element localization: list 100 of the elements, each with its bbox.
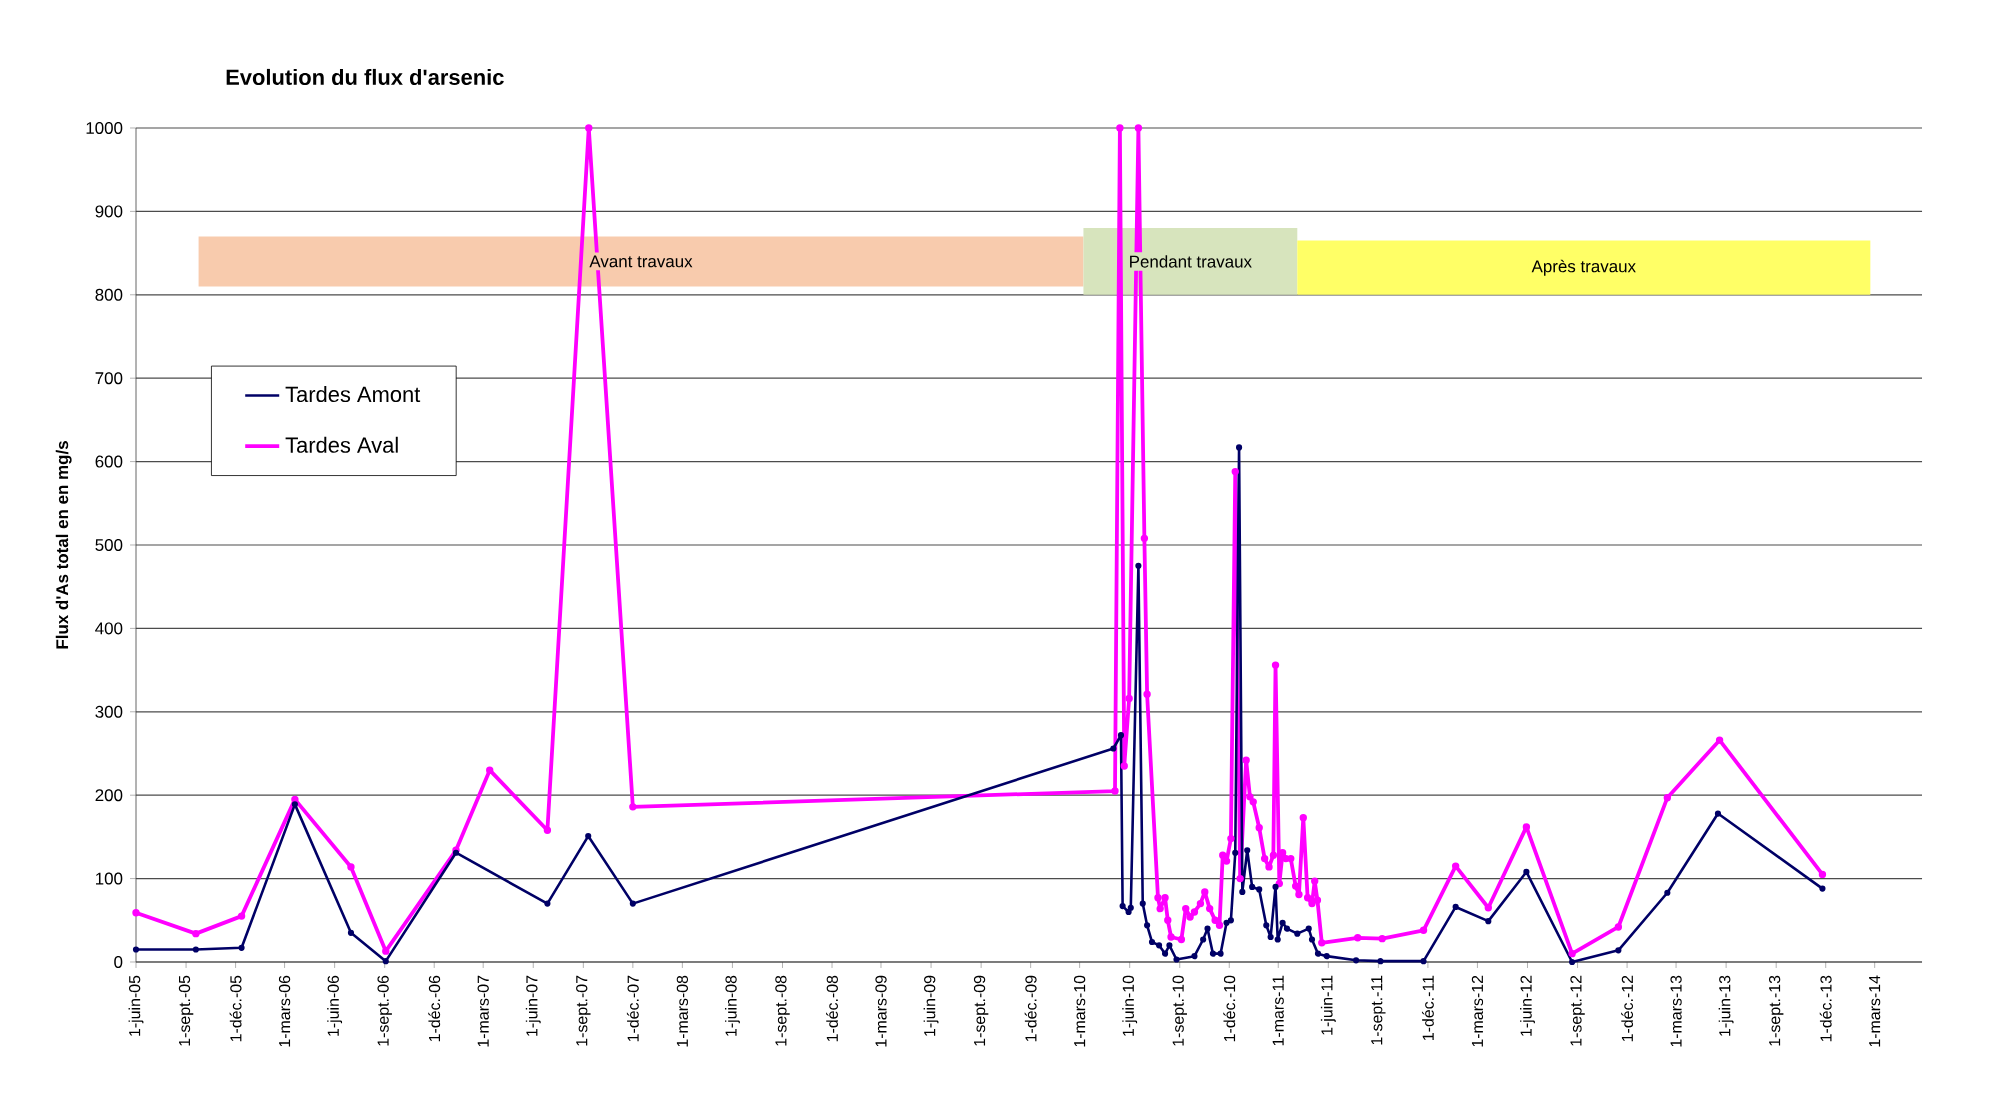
x-tick-label: 1-juin-05 [128,975,144,1036]
point [1139,900,1146,907]
point [1323,953,1330,960]
x-tick-label: 1-déc.-06 [428,975,441,1042]
point [629,900,636,907]
point [1110,745,1117,752]
x-tick-label: 1-juin-06 [327,975,343,1036]
x-tick-label: 1-sept.-10 [1172,975,1187,1046]
point [1117,732,1125,739]
x-tick-label: 1-juin-08 [724,975,740,1036]
point [1263,922,1270,929]
y-tick-label: 900 [95,205,123,218]
point [1155,942,1163,949]
x-tick-label: 1-sept.-12 [1570,975,1585,1046]
x-tick-label: 1-sept.-08 [775,975,790,1046]
y-tick-label: 0 [114,956,123,968]
x-tick-label: 1-juin-09 [923,975,939,1036]
x-tick-label: 1-déc.-12 [1621,975,1634,1042]
y-tick-label: 100 [96,872,123,885]
x-tick-label: 1-mars-13 [1670,975,1682,1047]
point [1279,919,1286,926]
point [1452,903,1459,911]
point [1377,958,1384,965]
point [544,900,551,907]
point [1314,950,1322,957]
point [1294,930,1301,937]
x-tick-label: 1-déc.-05 [229,975,242,1042]
x-tick-label: 1-mars-14 [1869,975,1881,1047]
y-tick-label: 300 [95,705,123,718]
band-label: Après travaux [1531,259,1636,276]
y-tick-label: 400 [95,622,123,635]
point [1209,950,1217,957]
point [1135,562,1142,569]
x-tick-label: 1-mars-07 [477,975,489,1047]
point [1569,958,1576,966]
point [382,958,389,965]
x-tick-label: 1-mars-11 [1272,975,1284,1046]
point [1308,936,1316,943]
x-tick-label: 1-mars-08 [676,975,689,1047]
x-tick-label: 1-mars-12 [1471,975,1484,1047]
point [1352,957,1360,964]
point [1125,908,1132,916]
x-tick-label: 1-mars-10 [1073,975,1086,1047]
x-tick-label: 1-juin-12 [1520,975,1535,1036]
x-tick-label: 1-déc.-11 [1421,975,1434,1040]
point [1191,953,1198,960]
point [1256,886,1263,893]
point [1819,885,1826,892]
band-label: Avant travaux [589,255,693,268]
point [192,946,199,953]
point [1227,917,1234,924]
y-tick-label: 700 [95,372,123,385]
point [1714,810,1722,817]
point [1239,888,1246,896]
point [1217,950,1224,957]
x-tick-label: 1-sept.-05 [178,975,194,1046]
y-tick-label: 600 [95,455,123,468]
point [1173,956,1180,963]
point [1267,933,1274,941]
point [1235,444,1243,451]
point [1166,942,1173,949]
point [1232,849,1239,856]
x-tick-label: 1-déc.-08 [826,975,838,1042]
x-tick-label: 1-sept.-07 [576,975,591,1046]
point [1148,938,1156,946]
point [1223,919,1230,926]
point [1274,936,1281,943]
point [585,832,592,840]
point [1144,922,1151,929]
point [1664,889,1671,896]
legend-label: Tardes Aval [285,436,398,453]
point [1272,883,1279,891]
point [1305,925,1312,932]
x-tick-label: 1-sept.-06 [377,975,392,1046]
y-axis-title: Flux d'As total en en mg/s [55,441,72,649]
y-tick-label: 1000 [86,122,123,134]
y-tick-label: 800 [95,288,123,301]
point [1127,904,1134,911]
point [291,801,298,808]
point [238,944,245,951]
x-tick-label: 1-mars-06 [278,975,291,1047]
point [347,929,355,936]
x-tick-label: 1-déc.-07 [626,975,639,1042]
x-tick-label: 1-sept.-09 [973,975,989,1046]
x-tick-label: 1-sept.-11 [1371,975,1386,1045]
point [1615,947,1622,954]
point [1119,903,1126,910]
point [1485,918,1492,925]
x-tick-label: 1-déc.-09 [1024,975,1037,1042]
point [1523,868,1530,876]
x-tick-label: 1-juin-11 [1320,975,1336,1035]
point [1249,883,1256,891]
point [1161,950,1169,957]
point [1420,958,1427,965]
chart-title: Evolution du flux d'arsenic [226,68,504,85]
band-label: Pendant travaux [1130,255,1252,268]
x-tick-label: 1-déc.-10 [1223,975,1236,1042]
x-tick-label: 1-déc.-13 [1819,975,1832,1042]
legend-label: Tardes Amont [285,386,421,403]
y-tick-label: 500 [95,539,123,551]
